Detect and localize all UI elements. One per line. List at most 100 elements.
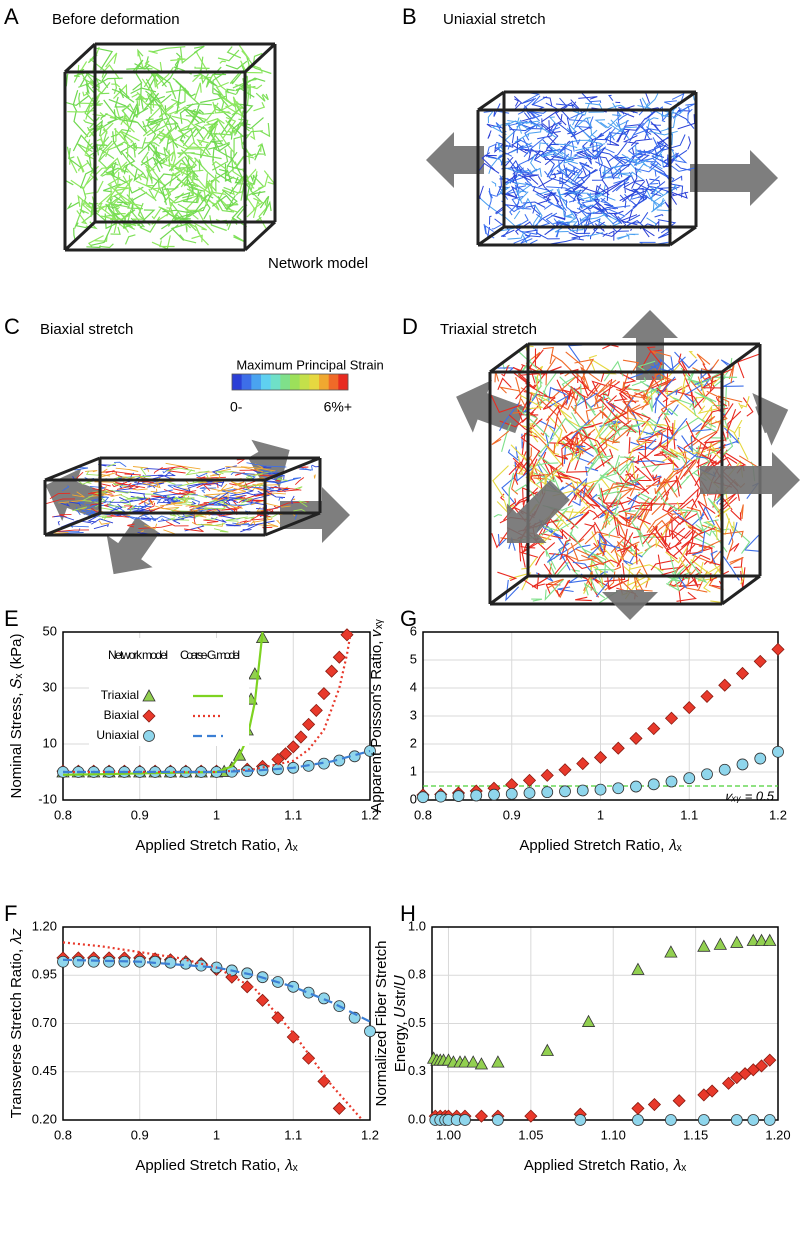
fiber [665, 546, 688, 564]
fiber [740, 565, 745, 585]
fiber [53, 515, 75, 521]
fiber [491, 181, 497, 187]
fiber [154, 157, 166, 165]
marker [697, 1114, 710, 1126]
marker [754, 933, 769, 946]
fiber [625, 197, 642, 216]
fiber [203, 519, 219, 524]
fiber [516, 117, 529, 124]
fiber [658, 491, 679, 511]
fiber [635, 571, 652, 589]
fiber [313, 474, 316, 479]
y-axis-label: Nominal Stress, 𝑆ₓ (kPa) [8, 634, 25, 799]
fiber [696, 353, 711, 366]
fiber [609, 209, 626, 225]
fiber [599, 206, 616, 211]
fiber [630, 138, 653, 146]
fiber [593, 379, 617, 407]
panel-title: Biaxial stretch [40, 321, 133, 338]
fiber [573, 117, 591, 130]
fiber [130, 495, 161, 501]
fiber [509, 159, 522, 172]
fiber [585, 466, 599, 476]
fiber [115, 467, 139, 472]
fiber [602, 207, 618, 215]
fiber [646, 126, 669, 147]
fiber [692, 530, 706, 556]
marker [294, 730, 308, 744]
fiber [703, 560, 724, 567]
fiber [631, 395, 650, 412]
fiber [648, 384, 663, 394]
fiber [121, 105, 131, 121]
fiber [531, 577, 548, 588]
arrow [602, 590, 658, 620]
fiber [645, 478, 671, 487]
model-line [63, 749, 371, 774]
fiber [544, 170, 554, 179]
fiber [88, 202, 94, 218]
fiber [250, 191, 266, 196]
fiber [179, 234, 197, 244]
fiber [221, 488, 238, 496]
fiber [654, 136, 669, 157]
fiber [672, 451, 700, 470]
fiber [559, 211, 577, 230]
fiber [551, 169, 563, 176]
fiber [626, 407, 636, 425]
fiber [654, 169, 670, 179]
fiber [557, 122, 572, 134]
y-tick-label: 0.20 [32, 1111, 57, 1126]
fiber [642, 379, 654, 400]
marker [701, 768, 713, 781]
marker [763, 933, 777, 946]
marker [647, 778, 660, 791]
fiber [609, 126, 638, 139]
fiber [661, 411, 670, 416]
fiber [652, 137, 659, 148]
fiber [144, 502, 156, 510]
fiber [171, 115, 201, 132]
marker [631, 1101, 645, 1115]
fiber [580, 128, 598, 139]
fiber [132, 466, 150, 472]
fiber [599, 166, 615, 179]
fiber [128, 186, 144, 194]
fiber [89, 58, 106, 78]
marker [434, 790, 447, 803]
fiber [189, 505, 200, 511]
marker [772, 745, 784, 758]
fiber [626, 417, 648, 424]
fiber [631, 377, 647, 387]
fiber [703, 431, 718, 444]
marker [522, 773, 537, 787]
fiber [564, 477, 588, 500]
fiber [230, 470, 271, 476]
fiber [239, 175, 255, 189]
marker [332, 1101, 346, 1115]
fiber [571, 234, 590, 241]
fiber [676, 444, 710, 460]
fiber [694, 424, 717, 440]
fiber [198, 75, 213, 80]
fiber [606, 575, 630, 590]
marker [665, 775, 678, 788]
fiber [109, 500, 130, 503]
fiber [115, 103, 137, 123]
fiber [165, 89, 200, 105]
marker [559, 785, 571, 798]
fiber [594, 206, 611, 218]
fiber [588, 354, 597, 371]
fiber [614, 551, 640, 567]
fiber [694, 391, 717, 403]
fiber [670, 476, 690, 494]
fiber [628, 437, 644, 454]
cube-edge [477, 90, 505, 112]
fiber [631, 167, 638, 189]
fiber [652, 525, 672, 550]
fiber [582, 141, 598, 159]
arrow [106, 516, 160, 575]
x-axis-label: Applied Stretch Ratio, 𝜆ₓ [135, 1157, 297, 1174]
fiber [198, 159, 203, 172]
fiber [608, 522, 621, 538]
